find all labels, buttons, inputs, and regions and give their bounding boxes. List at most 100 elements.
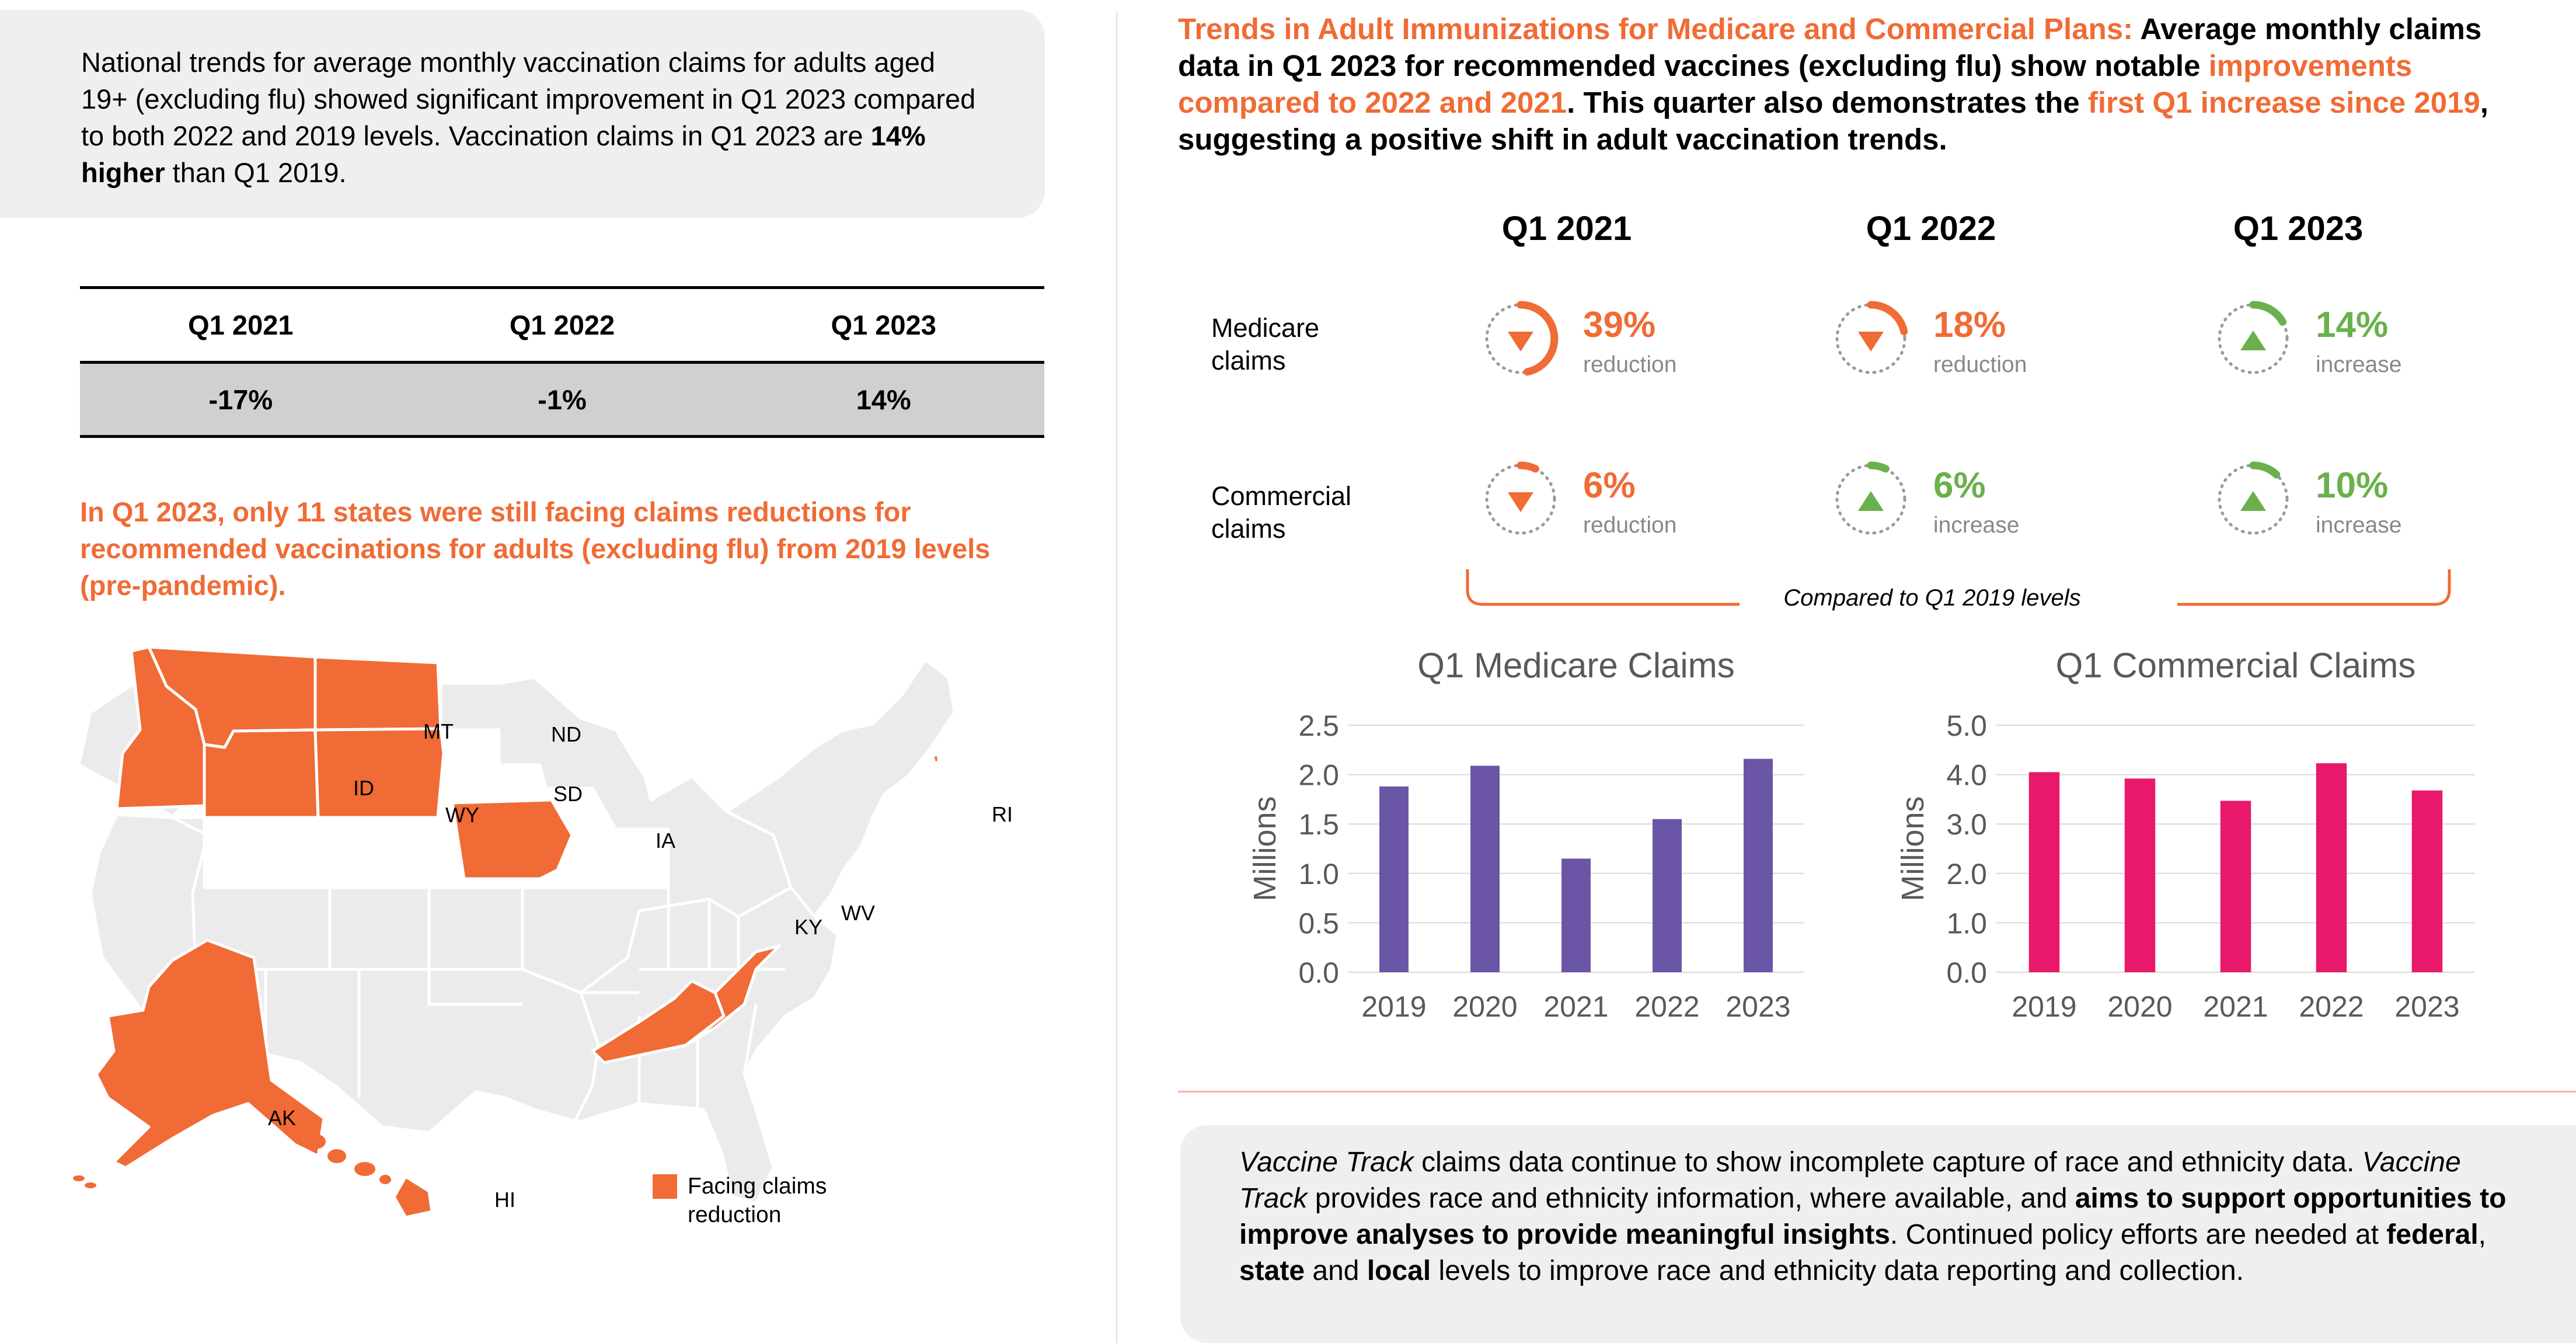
y-tick-label: 0.5 — [1298, 907, 1339, 940]
bar — [1744, 759, 1773, 972]
gauge-ring — [2218, 301, 2289, 374]
table-cell: -1% — [538, 384, 587, 415]
gauge-medicare-q1-2023 — [2212, 298, 2294, 380]
table-header: Q1 2022 — [509, 309, 615, 340]
legend-swatch — [653, 1174, 677, 1199]
y-tick-label: 3.0 — [1946, 808, 1987, 841]
x-tick-label: 2020 — [1452, 990, 1517, 1023]
state-label-mt: MT — [423, 719, 454, 743]
arrow-up-icon — [2240, 491, 2266, 511]
state-ak — [95, 938, 326, 1170]
chart-title: Q1 Medicare Claims — [1417, 646, 1735, 685]
gauge-ring — [2218, 461, 2289, 535]
medicare-claims-chart: Q1 Medicare Claims 0.0 0.5 1.0 1.5 2.0 2.5 Mill… — [1247, 646, 1804, 1023]
ak-island — [85, 1182, 96, 1188]
gauge-medicare-q1-2022 — [1830, 298, 1912, 380]
bar — [1470, 766, 1500, 972]
x-tick-label: 2019 — [2012, 990, 2076, 1023]
gauge-track — [2218, 464, 2289, 535]
gauge-arc — [1517, 301, 1559, 376]
bar — [2220, 801, 2251, 972]
gauge-commercial-q1-2021 — [1480, 458, 1561, 540]
y-tick-label: 2.5 — [1298, 709, 1339, 742]
note-text: Vaccine Track claims data continue to sh… — [1239, 1147, 2507, 1286]
arrow-down-icon — [1508, 492, 1533, 512]
gauge-commercial-q1-2023 — [2212, 458, 2294, 540]
state-label-wv: WV — [841, 901, 875, 925]
x-tick-label: 2023 — [2394, 990, 2459, 1023]
y-tick-label: 5.0 — [1946, 709, 1987, 742]
gauge-label: increase — [2316, 352, 2402, 377]
state-label-hi: HI — [494, 1188, 515, 1212]
column-divider — [1116, 12, 1117, 1343]
gauge-arc — [1867, 461, 1890, 473]
x-tick-label: 2022 — [1634, 990, 1699, 1023]
comparison-caption: Compared to Q1 2019 levels — [1783, 585, 2081, 611]
row-label-medicare: Medicare claims — [1211, 313, 1320, 375]
gauge-ring — [1485, 461, 1556, 535]
chart-title: Q1 Commercial Claims — [2056, 646, 2416, 685]
state-label-ky: KY — [794, 915, 823, 939]
x-tick-label: 2021 — [2203, 990, 2268, 1023]
us-map-graphic — [12, 645, 956, 1219]
state-nd — [313, 655, 442, 732]
state-label-ia: IA — [655, 829, 676, 853]
states-heading: In Q1 2023, only 11 states were still fa… — [80, 496, 991, 601]
bar — [1379, 786, 1409, 972]
intro-box — [0, 10, 1045, 218]
y-tick-label: 2.0 — [1298, 759, 1339, 792]
gauge-percent: 10% — [2316, 465, 2389, 506]
y-tick-label: 2.0 — [1946, 858, 1987, 890]
ak-island — [73, 1175, 85, 1181]
bar — [1561, 858, 1591, 972]
gauge-label: increase — [2316, 513, 2402, 538]
trends-heading: Trends in Adult Immunizations for Medica… — [1178, 12, 2488, 156]
comparison-bracket — [1466, 569, 2451, 606]
y-tick-label: 4.0 — [1946, 759, 1987, 792]
gauge-label: increase — [1933, 513, 2020, 538]
state-label-ri: RI — [992, 802, 1013, 826]
state-label-wy: WY — [445, 803, 479, 827]
arrow-up-icon — [2240, 330, 2266, 350]
quarter-header: Q1 2022 — [1866, 210, 1996, 248]
gauge-label: reduction — [1933, 352, 2027, 377]
gauge-percent: 6% — [1933, 465, 1986, 506]
y-tick-label: 1.5 — [1298, 808, 1339, 841]
state-label-ak: AK — [267, 1106, 297, 1130]
x-tick-label: 2023 — [1726, 990, 1790, 1023]
state-ia — [451, 798, 574, 881]
state-label-nd: ND — [551, 722, 581, 746]
state-ri — [931, 753, 940, 765]
hi-island — [379, 1175, 391, 1184]
gauge-arc — [2249, 301, 2286, 326]
section-rule — [1178, 1091, 2576, 1093]
bar — [2411, 790, 2443, 972]
x-tick-label: 2022 — [2299, 990, 2364, 1023]
arrow-down-icon — [1508, 332, 1533, 352]
intro-text: National trends for average monthly vacc… — [81, 47, 976, 188]
x-tick-label: 2021 — [1543, 990, 1608, 1023]
arrow-up-icon — [1858, 491, 1884, 511]
map-borders — [203, 817, 785, 1109]
gauge-arc — [1517, 461, 1539, 473]
gauge-arc — [2249, 461, 2281, 479]
gauge-track — [1485, 464, 1556, 535]
y-tick-label: 0.0 — [1298, 956, 1339, 989]
state-wv — [684, 944, 781, 1047]
y-tick-label: 0.0 — [1946, 956, 1987, 989]
gauge-ring — [1835, 461, 1906, 535]
quarter-header: Q1 2021 — [1501, 210, 1632, 248]
state-label-id: ID — [353, 776, 374, 800]
gauge-percent: 14% — [2316, 305, 2389, 345]
gauge-track — [1835, 464, 1906, 535]
comparison-table: Q1 2021 Q1 2022 Q1 2023 -17% -1% 14% — [80, 286, 1044, 438]
bar — [2316, 763, 2347, 972]
bar — [1653, 819, 1682, 972]
note-box — [1180, 1125, 2576, 1343]
gauge-medicare-q1-2021 — [1480, 298, 1561, 380]
x-tick-label: 2020 — [2107, 990, 2172, 1023]
table-header-row: Q1 2021 Q1 2022 Q1 2023 — [80, 286, 1044, 364]
hi-island — [354, 1162, 375, 1176]
table-header: Q1 2021 — [188, 309, 294, 340]
gauge-percent: 39% — [1583, 305, 1656, 345]
